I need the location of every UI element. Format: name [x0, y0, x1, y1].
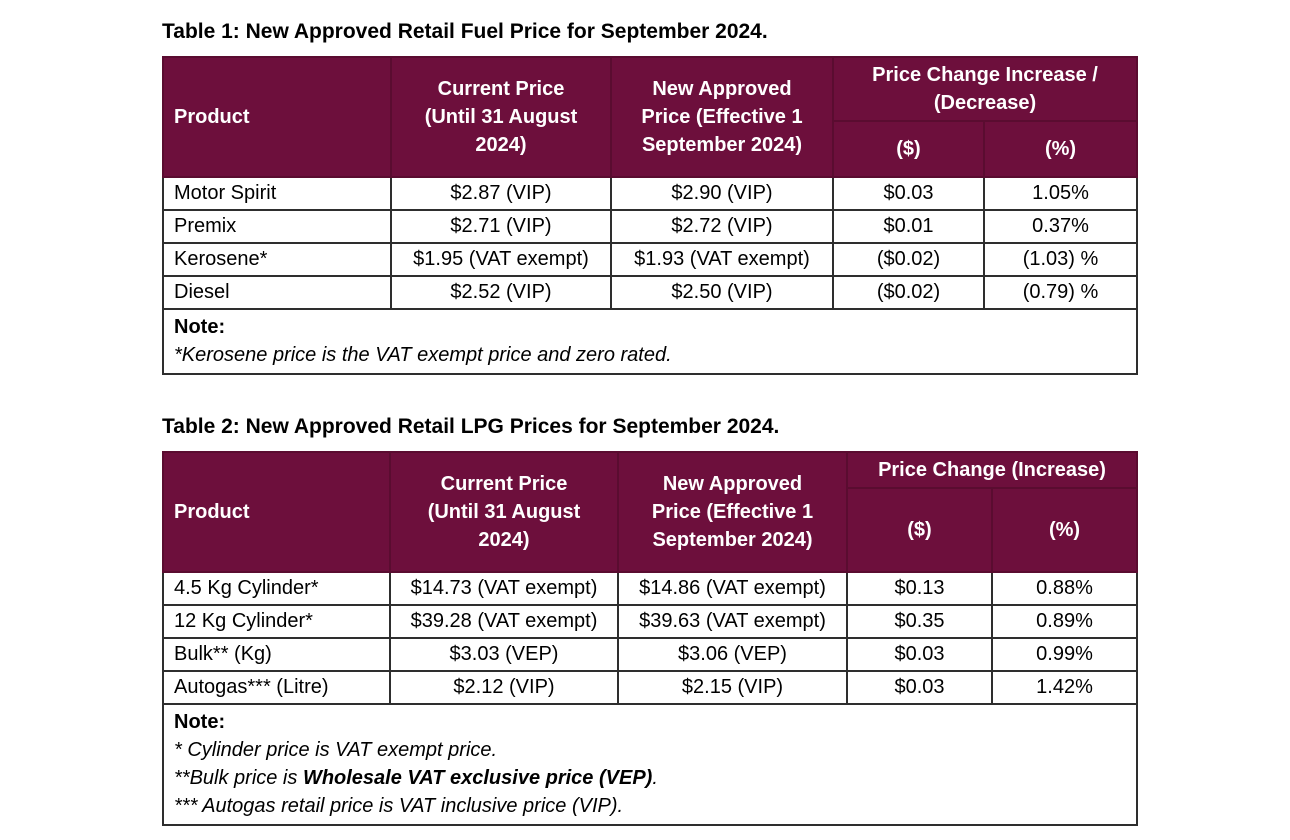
- cell-current: $14.73 (VAT exempt): [389, 571, 619, 606]
- cell-product: Autogas*** (Litre): [162, 670, 391, 705]
- cell-percent: 0.89%: [991, 604, 1138, 639]
- cell-dollar: ($0.02): [832, 275, 985, 310]
- header-dollar: ($): [832, 120, 985, 178]
- table-row: Premix $2.71 (VIP) $2.72 (VIP) $0.01 0.3…: [162, 209, 1138, 244]
- cell-percent: 0.37%: [983, 209, 1138, 244]
- cell-percent: 1.05%: [983, 176, 1138, 211]
- note-line: *** Autogas retail price is VAT inclusiv…: [174, 795, 624, 817]
- note-line: *Kerosene price is the VAT exempt price …: [174, 344, 672, 366]
- note-line: **Bulk price is Wholesale VAT exclusive …: [174, 767, 658, 789]
- header-percent: (%): [991, 487, 1138, 573]
- header-percent: (%): [983, 120, 1138, 178]
- cell-new: $1.93 (VAT exempt): [610, 242, 834, 277]
- header-product: Product: [162, 451, 391, 573]
- note-title: Note:: [174, 316, 226, 338]
- header-current-price: Current Price (Until 31 August 2024): [389, 451, 619, 573]
- header-new-price: New Approved Price (Effective 1 Septembe…: [617, 451, 848, 573]
- cell-dollar: ($0.02): [832, 242, 985, 277]
- cell-dollar: $0.03: [846, 670, 993, 705]
- note-row: Note: * Cylinder price is VAT exempt pri…: [162, 703, 1138, 826]
- cell-percent: 1.42%: [991, 670, 1138, 705]
- cell-dollar: $0.03: [846, 637, 993, 672]
- cell-dollar: $0.35: [846, 604, 993, 639]
- table-row: 12 Kg Cylinder* $39.28 (VAT exempt) $39.…: [162, 604, 1138, 639]
- table-row: Diesel $2.52 (VIP) $2.50 (VIP) ($0.02) (…: [162, 275, 1138, 310]
- cell-product: Premix: [162, 209, 392, 244]
- header-price-change: Price Change (Increase): [846, 451, 1138, 489]
- cell-product: Kerosene*: [162, 242, 392, 277]
- cell-dollar: $0.01: [832, 209, 985, 244]
- header-current-price: Current Price (Until 31 August 2024): [390, 56, 612, 178]
- fuel-price-table: Product Current Price (Until 31 August 2…: [162, 56, 1138, 375]
- cell-product: 4.5 Kg Cylinder*: [162, 571, 391, 606]
- lpg-price-table: Product Current Price (Until 31 August 2…: [162, 451, 1138, 826]
- cell-percent: 0.88%: [991, 571, 1138, 606]
- header-dollar: ($): [846, 487, 993, 573]
- note-title: Note:: [174, 711, 226, 733]
- cell-dollar: $0.03: [832, 176, 985, 211]
- cell-new: $39.63 (VAT exempt): [617, 604, 848, 639]
- table-row: Kerosene* $1.95 (VAT exempt) $1.93 (VAT …: [162, 242, 1138, 277]
- table2-caption: Table 2: New Approved Retail LPG Prices …: [162, 415, 780, 438]
- table-row: 4.5 Kg Cylinder* $14.73 (VAT exempt) $14…: [162, 571, 1138, 606]
- table1-note: Note: *Kerosene price is the VAT exempt …: [162, 308, 1138, 375]
- cell-current: $39.28 (VAT exempt): [389, 604, 619, 639]
- header-new-price: New Approved Price (Effective 1 Septembe…: [610, 56, 834, 178]
- cell-new: $3.06 (VEP): [617, 637, 848, 672]
- cell-percent: (1.03) %: [983, 242, 1138, 277]
- cell-current: $2.87 (VIP): [390, 176, 612, 211]
- table-row: Bulk** (Kg) $3.03 (VEP) $3.06 (VEP) $0.0…: [162, 637, 1138, 672]
- note-emphasis: Wholesale VAT exclusive price (VEP): [302, 767, 653, 789]
- cell-product: Diesel: [162, 275, 392, 310]
- cell-new: $14.86 (VAT exempt): [617, 571, 848, 606]
- table2-note: Note: * Cylinder price is VAT exempt pri…: [162, 703, 1138, 826]
- table-row: Motor Spirit $2.87 (VIP) $2.90 (VIP) $0.…: [162, 176, 1138, 211]
- cell-current: $1.95 (VAT exempt): [390, 242, 612, 277]
- header-price-change: Price Change Increase / (Decrease): [832, 56, 1138, 122]
- cell-new: $2.90 (VIP): [610, 176, 834, 211]
- table1-caption: Table 1: New Approved Retail Fuel Price …: [162, 20, 768, 43]
- cell-new: $2.72 (VIP): [610, 209, 834, 244]
- cell-current: $2.71 (VIP): [390, 209, 612, 244]
- table-row: Autogas*** (Litre) $2.12 (VIP) $2.15 (VI…: [162, 670, 1138, 705]
- cell-product: Motor Spirit: [162, 176, 392, 211]
- note-line: * Cylinder price is VAT exempt price.: [174, 739, 498, 761]
- cell-new: $2.50 (VIP): [610, 275, 834, 310]
- cell-product: Bulk** (Kg): [162, 637, 391, 672]
- cell-percent: (0.79) %: [983, 275, 1138, 310]
- cell-new: $2.15 (VIP): [617, 670, 848, 705]
- header-product: Product: [162, 56, 392, 178]
- cell-product: 12 Kg Cylinder*: [162, 604, 391, 639]
- note-row: Note: *Kerosene price is the VAT exempt …: [162, 308, 1138, 375]
- cell-current: $2.12 (VIP): [389, 670, 619, 705]
- cell-dollar: $0.13: [846, 571, 993, 606]
- cell-current: $2.52 (VIP): [390, 275, 612, 310]
- cell-percent: 0.99%: [991, 637, 1138, 672]
- cell-current: $3.03 (VEP): [389, 637, 619, 672]
